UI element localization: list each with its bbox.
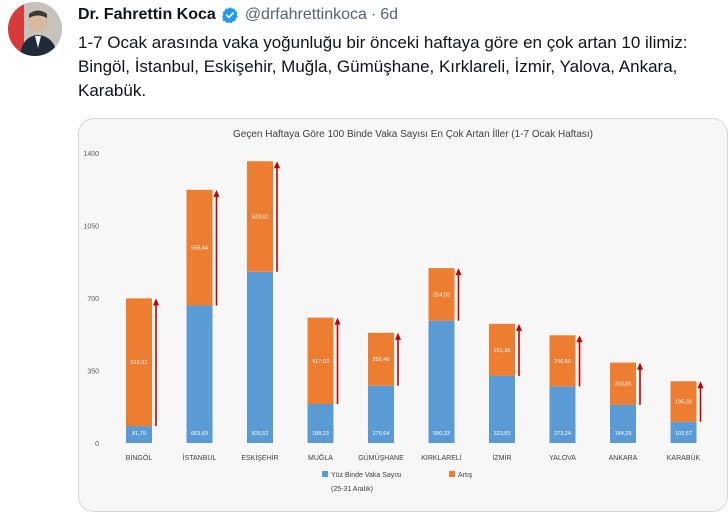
separator-dot: ·: [370, 6, 377, 23]
data-label-increase: 558,44: [191, 246, 208, 252]
x-tick-label: BİNGÖL: [126, 453, 153, 462]
data-label-increase: 195,33: [675, 400, 692, 406]
data-label-base: 663,69: [191, 431, 208, 437]
y-tick-label: 350: [87, 369, 99, 376]
bar-base: [428, 320, 455, 443]
data-label-base: 188,23: [312, 431, 329, 437]
x-tick-label: MUĞLA: [308, 453, 333, 462]
data-label-increase: 417,03: [312, 359, 329, 365]
y-tick-label: 1050: [83, 224, 99, 231]
y-tick-label: 700: [87, 296, 99, 303]
data-label-increase: 533,62: [252, 215, 269, 221]
bar-increase: [428, 268, 455, 321]
data-label-base: 276,64: [373, 431, 390, 437]
legend-swatch-increase: [449, 471, 455, 477]
profile-avatar[interactable]: [8, 2, 62, 56]
bar-base: [368, 385, 394, 443]
increase-arrow-head: [455, 268, 462, 276]
data-label-increase: 203,86: [615, 382, 632, 388]
x-tick-label: ANKARA: [609, 455, 638, 462]
y-tick-label: 0: [95, 441, 99, 448]
author-name[interactable]: Dr. Fahrettin Koca: [78, 6, 216, 23]
bar-increase: [247, 161, 273, 272]
data-label-base: 81,79: [132, 431, 146, 437]
bar-base: [247, 271, 273, 443]
x-tick-label: ESKİŞEHİR: [241, 453, 278, 462]
bar-increase: [610, 362, 636, 405]
x-tick-label: İZMİR: [492, 453, 511, 462]
bar-increase: [307, 317, 334, 405]
legend-label-base: Yüz Binde Vaka Sayısı: [331, 472, 402, 479]
tweet-media-chart[interactable]: Geçen Haftaya Göre 100 Binde Vaka Sayısı…: [78, 118, 728, 512]
bar-increase: [368, 332, 394, 386]
x-tick-label: GÜMÜŞHANE: [358, 454, 404, 462]
author-handle[interactable]: @drfahrettinkoca: [244, 6, 367, 23]
increase-arrow-head: [516, 323, 522, 331]
tweet-timestamp[interactable]: 6d: [380, 6, 399, 23]
data-label-increase: 255,46: [373, 357, 390, 363]
x-tick-label: KIRKLARELİ: [421, 453, 462, 462]
data-label-increase: 246,69: [554, 359, 571, 365]
increase-arrow-head: [213, 189, 220, 197]
bar-base: [549, 386, 576, 443]
data-label-base: 590,33: [433, 431, 450, 437]
bar-base: [307, 404, 334, 443]
bar-increase: [489, 323, 515, 376]
data-label-base: 273,24: [554, 431, 571, 437]
y-tick-label: 1400: [83, 151, 99, 158]
data-label-increase: 616,31: [131, 360, 148, 366]
bar-base: [186, 305, 213, 443]
bar-base: [610, 404, 636, 443]
legend-swatch-base: [322, 471, 328, 477]
bar-increase: [126, 298, 152, 427]
increase-arrow-head: [576, 335, 583, 343]
data-label-increase: 254,03: [433, 292, 450, 298]
data-label-base: 323,83: [494, 431, 511, 437]
data-label-base: 826,52: [252, 431, 269, 437]
increase-arrow-head: [637, 362, 643, 370]
bar-chart: Geçen Haftaya Göre 100 Binde Vaka Sayısı…: [83, 127, 704, 493]
data-label-base: 184,29: [615, 431, 632, 437]
bar-base: [126, 426, 152, 443]
data-label-increase: 251,36: [494, 348, 511, 354]
bar-increase: [670, 381, 697, 422]
chart-title: Geçen Haftaya Göre 100 Binde Vaka Sayısı…: [233, 127, 593, 140]
bar-base: [670, 421, 697, 443]
increase-arrow-head: [153, 298, 159, 306]
legend-label-increase: Artış: [458, 472, 473, 479]
x-tick-label: İSTANBUL: [183, 453, 217, 462]
increase-arrow-head: [274, 161, 280, 169]
bar-base: [489, 375, 515, 443]
increase-arrow-head: [697, 381, 704, 389]
legend-label-base-sub: (25-31 Aralık): [331, 486, 373, 493]
increase-arrow-head: [334, 317, 341, 325]
bar-increase: [549, 335, 576, 387]
verified-badge-icon: [221, 6, 239, 24]
bar-increase: [186, 189, 213, 306]
x-tick-label: YALOVA: [549, 455, 576, 462]
tweet-header: Dr. Fahrettin Koca @drfahrettinkoca · 6d: [78, 4, 398, 26]
x-tick-label: KARABÜK: [667, 454, 701, 462]
increase-arrow-head: [395, 332, 401, 340]
tweet-text: 1-7 Ocak arasında vaka yoğunluğu bir önc…: [78, 33, 688, 100]
data-label-base: 102,57: [675, 431, 692, 437]
